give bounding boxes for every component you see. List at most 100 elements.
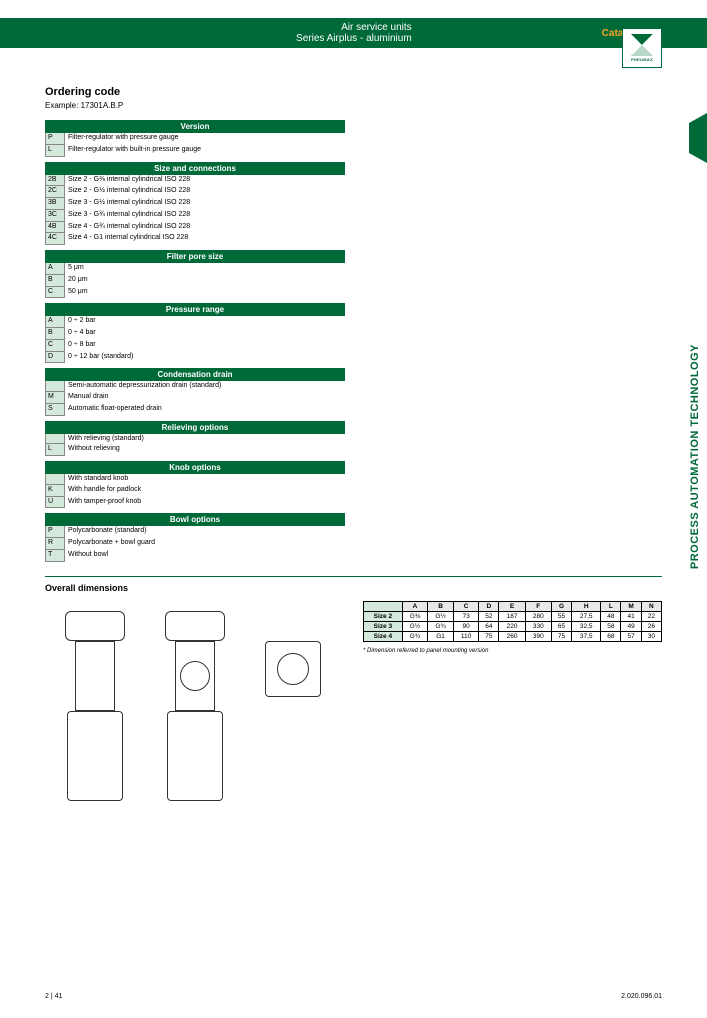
option-code [45,434,65,445]
sidebar-label: PROCESS AUTOMATION TECHNOLOGY [689,344,701,569]
option-desc: With standard knob [65,474,345,485]
option-row: KWith handle for padlock [45,485,345,497]
option-row: 3CSize 3 - G¾ internal cylindrical ISO 2… [45,210,345,222]
option-row: 2CSize 2 - G½ internal cylindrical ISO 2… [45,186,345,198]
section-header: Size and connections [45,162,345,175]
option-code: M [45,392,65,404]
option-code: 2C [45,186,65,198]
option-row: UWith tamper-proof knob [45,497,345,509]
dims-footnote: * Dimension referred to panel mounting v… [363,648,662,654]
option-section: Knob optionsWith standard knobKWith hand… [45,461,345,508]
option-code: S [45,404,65,416]
option-code: 4B [45,222,65,234]
option-desc: Filter-regulator with built-in pressure … [65,145,345,157]
option-code: 3B [45,198,65,210]
option-desc: 50 μm [65,287,345,299]
option-section: Size and connections2BSize 2 - G⅜ intern… [45,162,345,246]
dimensions-table: ABCDEFGHLMNSize 2G⅜G½73521872805527,5484… [363,601,662,861]
option-desc: Polycarbonate (standard) [65,526,345,538]
option-row: LWithout relieving [45,444,345,456]
brand-logo: PNEUMAX [622,28,662,68]
section-header: Bowl options [45,513,345,526]
option-code: K [45,485,65,497]
option-row: LFilter-regulator with built-in pressure… [45,145,345,157]
page-title: Ordering code [45,86,662,98]
option-code: T [45,550,65,562]
option-section: Relieving optionsWith relieving (standar… [45,421,345,457]
section-header: Relieving options [45,421,345,434]
option-code: 3C [45,210,65,222]
option-desc: Size 2 - G⅜ internal cylindrical ISO 228 [65,175,345,187]
option-row: C50 μm [45,287,345,299]
logo-text: PNEUMAX [631,57,653,62]
option-row: With relieving (standard) [45,434,345,445]
header-line1: Air service units [341,22,412,33]
option-desc: Size 4 - G1 internal cylindrical ISO 228 [65,233,345,245]
option-section: VersionPFilter-regulator with pressure g… [45,120,345,157]
footer-docnum: 2.020.096.01 [621,993,662,1000]
option-desc: 0 ÷ 12 bar (standard) [65,352,345,364]
option-desc: Automatic float-operated drain [65,404,345,416]
option-desc: Without relieving [65,444,345,456]
option-row: A0 ÷ 2 bar [45,316,345,328]
option-desc: Polycarbonate + bowl guard [65,538,345,550]
option-row: 4BSize 4 - G¾ internal cylindrical ISO 2… [45,222,345,234]
header-product-lines: Air service units Series Airplus - alumi… [0,22,602,45]
option-row: A5 μm [45,263,345,275]
option-code: C [45,340,65,352]
option-code [45,381,65,392]
dims-title: Overall dimensions [45,583,662,593]
option-row: D0 ÷ 12 bar (standard) [45,352,345,364]
option-desc: Filter-regulator with pressure gauge [65,133,345,145]
option-desc: With tamper-proof knob [65,497,345,509]
page-subtitle: Example: 17301A.B.P [45,101,662,110]
option-desc: 0 ÷ 4 bar [65,328,345,340]
option-code: U [45,497,65,509]
section-header: Condensation drain [45,368,345,381]
option-section: Bowl optionsPPolycarbonate (standard)RPo… [45,513,345,561]
section-header: Version [45,120,345,133]
option-desc: Size 4 - G¾ internal cylindrical ISO 228 [65,222,345,234]
option-row: MManual drain [45,392,345,404]
option-desc: Size 3 - G½ internal cylindrical ISO 228 [65,198,345,210]
option-code: R [45,538,65,550]
section-header: Pressure range [45,303,345,316]
option-row: PPolycarbonate (standard) [45,526,345,538]
option-desc: Size 3 - G¾ internal cylindrical ISO 228 [65,210,345,222]
option-row: SAutomatic float-operated drain [45,404,345,416]
option-desc: Manual drain [65,392,345,404]
option-section: Pressure rangeA0 ÷ 2 barB0 ÷ 4 barC0 ÷ 8… [45,303,345,363]
option-desc: Size 2 - G½ internal cylindrical ISO 228 [65,186,345,198]
option-section: Filter pore sizeA5 μmB20 μmC50 μm [45,250,345,298]
option-desc: With handle for padlock [65,485,345,497]
option-desc: With relieving (standard) [65,434,345,445]
option-row: B0 ÷ 4 bar [45,328,345,340]
option-code: 4C [45,233,65,245]
option-desc: 0 ÷ 2 bar [65,316,345,328]
option-row: 2BSize 2 - G⅜ internal cylindrical ISO 2… [45,175,345,187]
option-desc: 20 μm [65,275,345,287]
header-line2: Series Airplus - aluminium [296,33,412,44]
option-row: PFilter-regulator with pressure gauge [45,133,345,145]
option-code: A [45,316,65,328]
option-desc: Without bowl [65,550,345,562]
option-code: 2B [45,175,65,187]
option-code: A [45,263,65,275]
option-row: With standard knob [45,474,345,485]
option-desc: 5 μm [65,263,345,275]
option-code [45,474,65,485]
option-code: L [45,444,65,456]
option-desc: 0 ÷ 8 bar [65,340,345,352]
option-row: 3BSize 3 - G½ internal cylindrical ISO 2… [45,198,345,210]
option-code: P [45,133,65,145]
option-desc: Semi-automatic depressurization drain (s… [65,381,345,392]
option-row: C0 ÷ 8 bar [45,340,345,352]
option-row: TWithout bowl [45,550,345,562]
dimensions-drawing [45,601,345,861]
option-row: RPolycarbonate + bowl guard [45,538,345,550]
option-code: D [45,352,65,364]
option-code: B [45,275,65,287]
option-row: B20 μm [45,275,345,287]
option-code: L [45,145,65,157]
option-row: 4CSize 4 - G1 internal cylindrical ISO 2… [45,233,345,245]
